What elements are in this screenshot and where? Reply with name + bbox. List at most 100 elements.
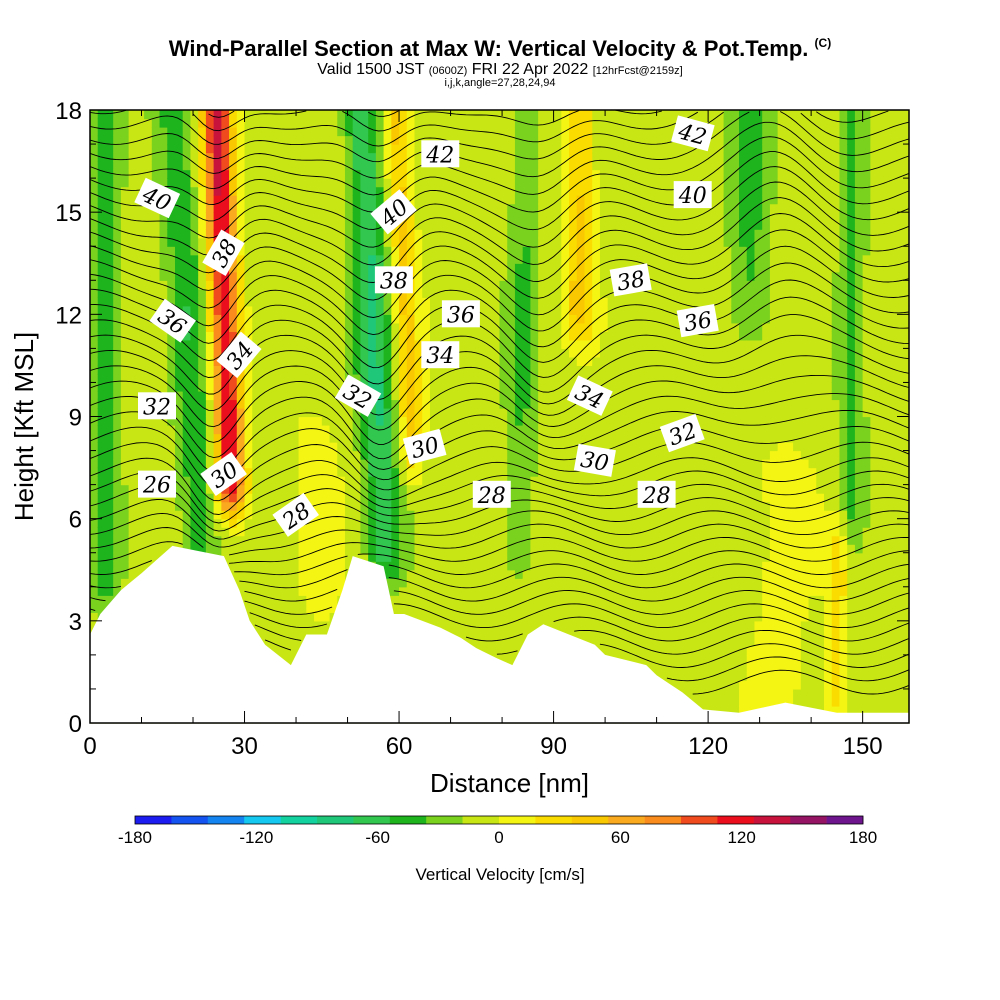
w-cell: [522, 501, 532, 511]
w-cell: [383, 493, 392, 503]
w-cell: [414, 612, 423, 622]
w-cell: [569, 271, 578, 281]
w-cell: [290, 620, 300, 630]
w-cell: [136, 263, 145, 273]
w-cell: [128, 561, 137, 571]
w-cell: [120, 237, 130, 247]
w-cell: [344, 331, 354, 341]
w-cell: [221, 118, 230, 128]
w-cell: [236, 390, 246, 401]
w-cell: [453, 288, 462, 298]
w-cell: [337, 493, 346, 503]
w-cell: [538, 527, 547, 537]
w-cell: [198, 493, 207, 503]
w-cell: [252, 612, 261, 622]
w-cell: [484, 135, 493, 145]
w-cell: [561, 425, 570, 435]
w-cell: [190, 425, 199, 435]
w-cell: [213, 118, 222, 128]
w-cell: [344, 467, 354, 477]
w-cell: [314, 135, 323, 145]
w-cell: [167, 425, 176, 435]
w-cell: [97, 212, 107, 222]
w-cell: [406, 552, 416, 562]
w-cell: [383, 152, 392, 162]
w-cell: [545, 484, 555, 494]
w-cell: [545, 348, 555, 358]
w-cell: [337, 501, 346, 511]
w-cell: [561, 161, 570, 171]
w-cell: [136, 501, 145, 511]
w-cell: [182, 237, 192, 247]
w-cell: [144, 280, 153, 290]
w-cell: [445, 399, 454, 409]
w-cell: [229, 195, 238, 205]
w-cell: [615, 373, 624, 384]
w-cell: [607, 127, 616, 137]
w-cell: [484, 212, 493, 222]
w-cell: [599, 365, 609, 375]
w-cell: [607, 442, 616, 452]
w-cell: [321, 373, 331, 384]
w-cell: [484, 612, 493, 622]
w-cell: [522, 314, 532, 324]
w-cell: [159, 416, 168, 426]
w-cell: [182, 144, 192, 154]
w-cell: [569, 161, 578, 171]
w-cell: [190, 152, 199, 162]
w-cell: [344, 527, 354, 537]
w-cell: [437, 203, 447, 213]
w-cell: [113, 152, 122, 162]
w-cell: [213, 535, 222, 545]
w-cell: [213, 450, 222, 460]
w-cell: [290, 271, 300, 281]
w-cell: [221, 399, 230, 409]
w-cell: [267, 578, 277, 588]
w-cell: [259, 348, 269, 358]
w-cell: [190, 212, 199, 222]
w-cell: [375, 288, 385, 298]
w-cell: [190, 518, 199, 528]
w-cell: [120, 552, 130, 562]
w-cell: [368, 416, 377, 426]
w-cell: [360, 356, 369, 367]
w-cell: [599, 220, 609, 230]
w-cell: [159, 178, 168, 188]
w-cell: [545, 476, 555, 486]
w-cell: [584, 595, 593, 605]
w-cell: [97, 229, 107, 239]
w-cell: [167, 127, 176, 137]
w-cell: [329, 356, 338, 367]
w-cell: [128, 365, 137, 375]
w-cell: [360, 433, 369, 443]
w-cell: [375, 186, 385, 196]
w-cell: [221, 501, 230, 511]
w-cell: [599, 569, 609, 579]
w-cell: [592, 254, 601, 264]
w-cell: [337, 144, 346, 154]
w-cell: [391, 246, 400, 256]
w-cell: [437, 459, 447, 469]
w-cell: [615, 195, 624, 205]
w-cell: [514, 280, 524, 290]
w-cell: [491, 510, 501, 520]
w-cell: [321, 178, 331, 188]
w-cell: [190, 237, 199, 247]
w-cell: [105, 527, 114, 537]
w-cell: [275, 186, 284, 196]
w-cell: [244, 612, 253, 622]
w-cell: [445, 237, 454, 247]
w-cell: [507, 544, 516, 554]
w-cell: [422, 110, 431, 120]
w-cell: [491, 450, 501, 460]
w-cell: [522, 450, 532, 460]
w-cell: [538, 135, 547, 145]
w-cell: [283, 629, 292, 639]
w-cell: [599, 263, 609, 273]
w-cell: [406, 561, 416, 571]
w-cell: [298, 544, 307, 554]
w-cell: [375, 254, 385, 264]
w-cell: [97, 459, 107, 469]
w-cell: [190, 118, 199, 128]
w-cell: [399, 288, 408, 298]
